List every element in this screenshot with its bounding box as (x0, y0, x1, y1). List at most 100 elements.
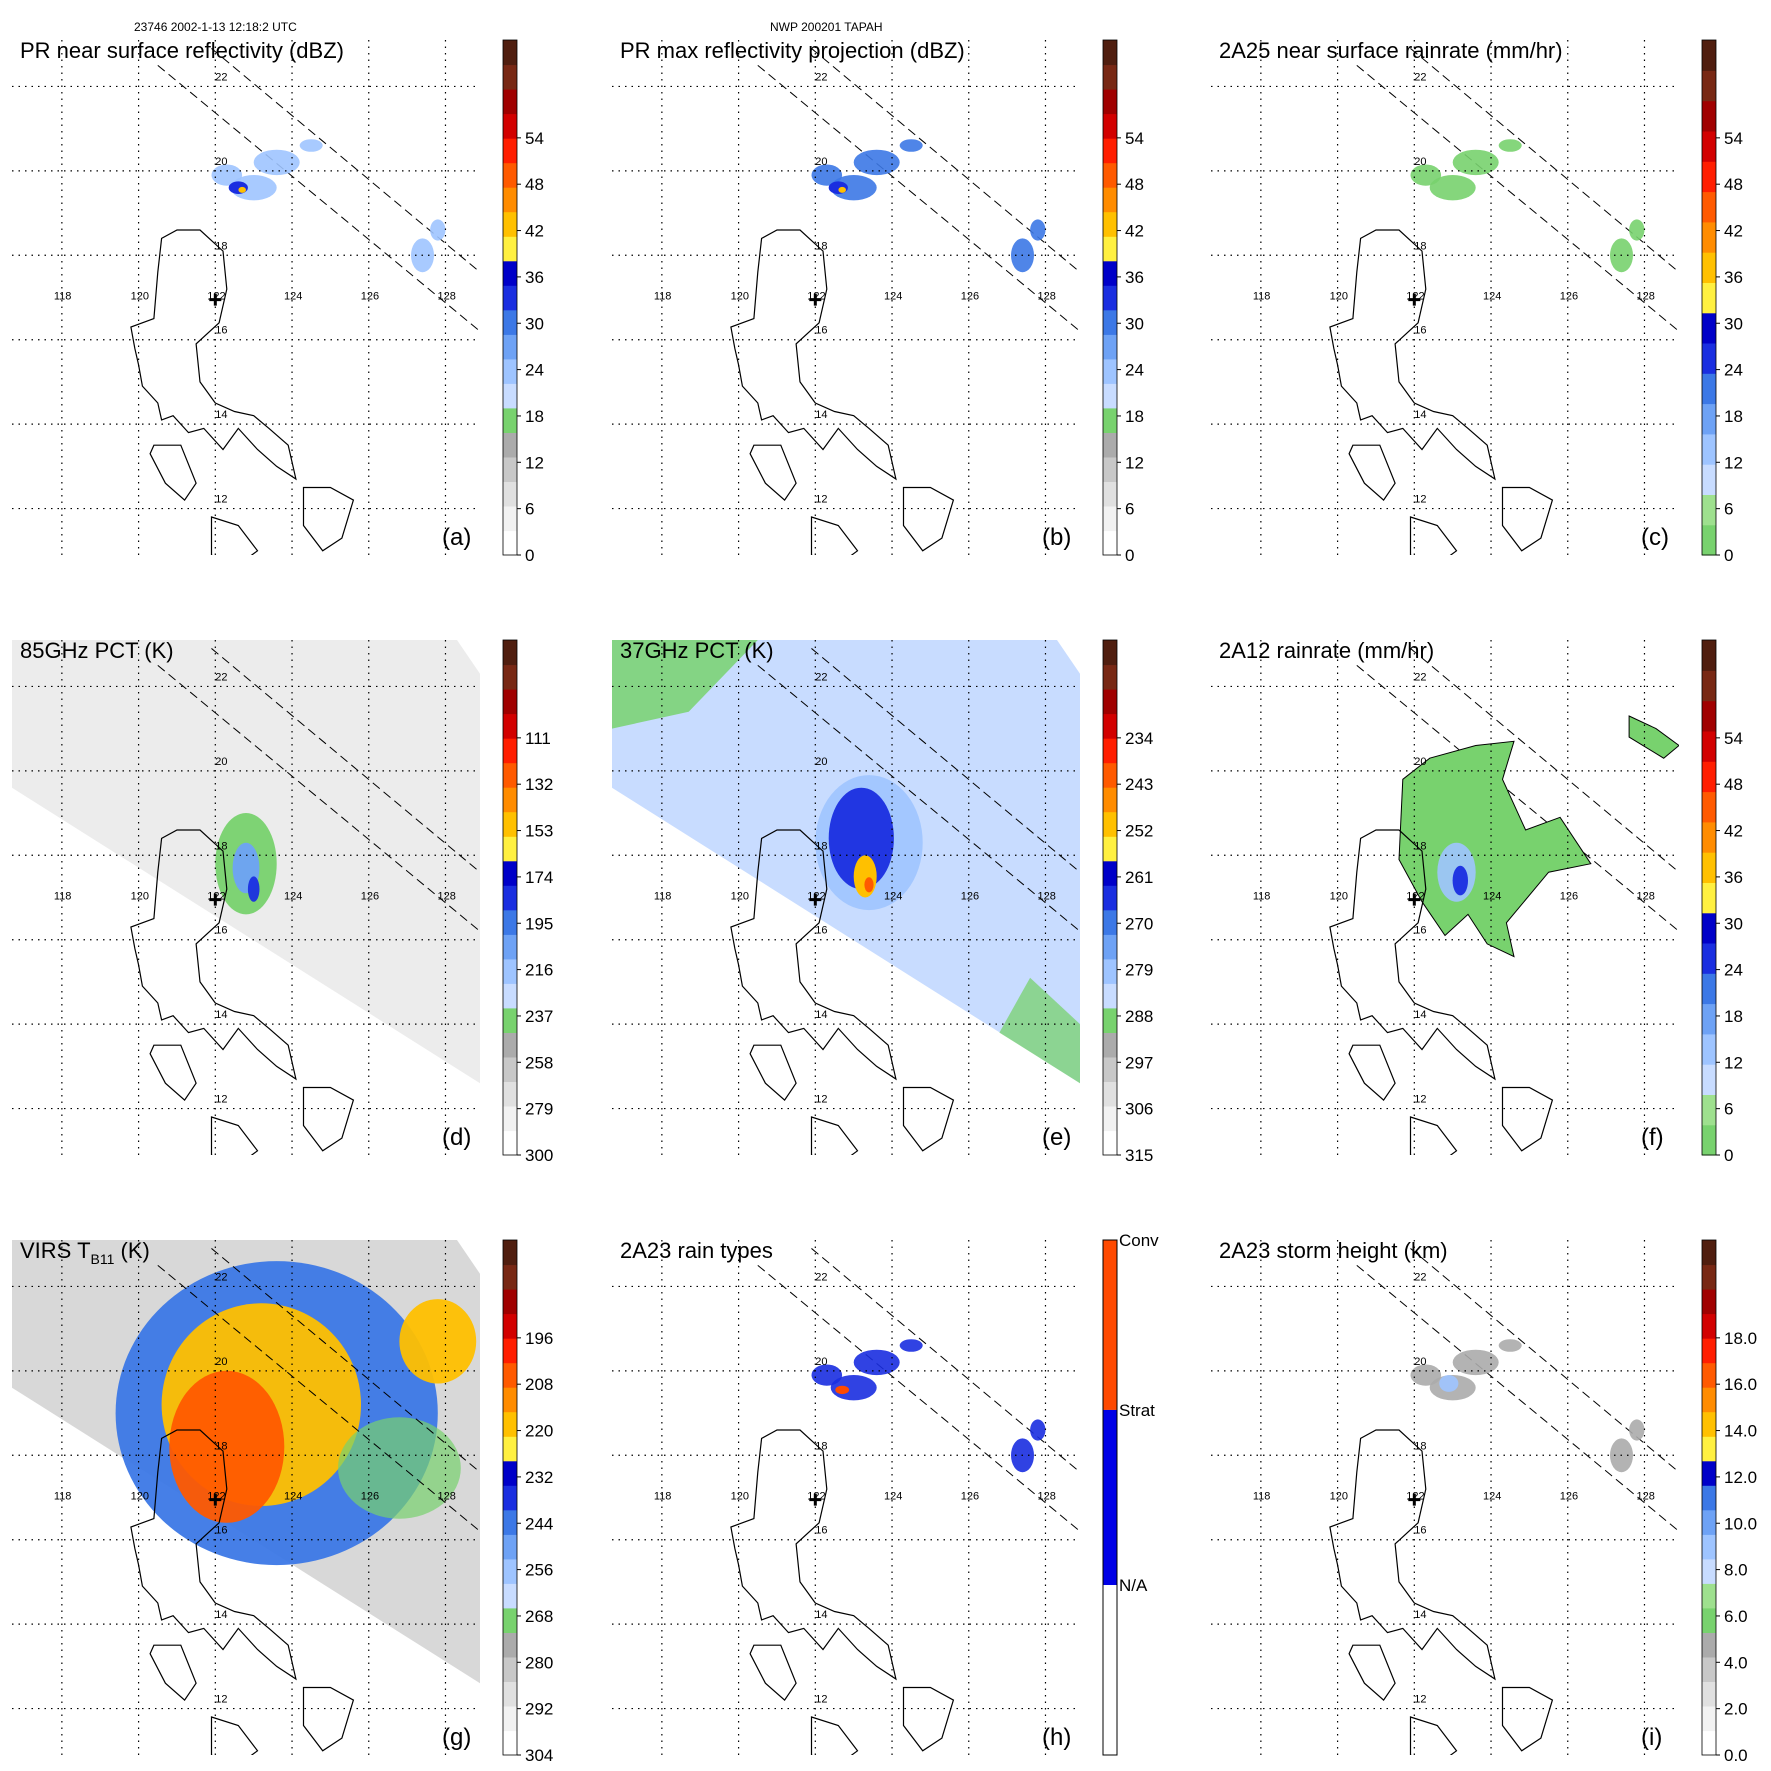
coastline-3 (810, 1116, 859, 1155)
panel-letter-a: (a) (442, 524, 471, 551)
rain-cell-2 (811, 1364, 843, 1386)
lat-label-3: 18 (815, 240, 827, 252)
coastline-2 (902, 1086, 955, 1152)
lat-label-4: 20 (1414, 1356, 1426, 1368)
colorbar-segment-12 (503, 836, 517, 862)
colorbar-label-1: 292 (525, 1700, 553, 1719)
colorbar-segment-8 (503, 1534, 517, 1560)
coastline-1 (149, 1644, 197, 1701)
colorbar-segment-16 (503, 738, 517, 764)
colorbar-segment-9 (1702, 1509, 1716, 1535)
colorbar-segment-12 (1702, 761, 1716, 793)
colorbar-label-6: 36 (1724, 868, 1743, 887)
coastline-3 (1409, 516, 1458, 555)
rain-cell-5 (1629, 1419, 1645, 1441)
coastline-0 (1329, 1429, 1496, 1681)
colorbar-label-8: 48 (1125, 175, 1144, 194)
coastline-3 (810, 516, 859, 555)
lat-label-2: 16 (1414, 1525, 1426, 1537)
lon-label-1: 120 (731, 291, 749, 303)
swath-edge-0 (157, 64, 480, 332)
colorbar-segment-6 (1702, 1583, 1716, 1609)
lat-label-4: 20 (815, 156, 827, 168)
colorbar-label-4: 256 (525, 1561, 553, 1580)
swath-edge-0 (1356, 64, 1679, 332)
lon-label-5: 128 (1636, 291, 1654, 303)
colorbar-segment-8 (1103, 934, 1117, 960)
colorbar-segment-9 (503, 1509, 517, 1535)
colorbar-segment-2 (1702, 1064, 1716, 1095)
colorbar-segment-15 (1702, 70, 1716, 102)
coastline-2 (1501, 1086, 1554, 1152)
colorbar-label-0: 0 (1724, 546, 1733, 565)
coastline-2 (302, 1686, 355, 1752)
colorbar-segment-1 (1702, 494, 1716, 526)
map-area-b: 121416182022118120122124126128 (612, 40, 1080, 555)
coastline-2 (302, 1086, 355, 1152)
rain-cell-2 (211, 164, 243, 186)
colorbar-label-5: 244 (525, 1514, 553, 1533)
colorbar-label-1: Strat (1119, 1401, 1155, 1420)
colorbar-segment-7 (1103, 358, 1117, 384)
orbit-time-label: 23746 2002-1-13 12:18:2 UTC (134, 20, 297, 34)
colorbar-segment-2 (1103, 1585, 1117, 1755)
lat-label-1: 14 (1414, 1009, 1426, 1021)
colorbar-segment-8 (1702, 1534, 1716, 1560)
colorbar-segment-15 (1702, 670, 1716, 702)
storm-center-marker (1408, 893, 1421, 906)
map-area-d: 121416182022118120122124126128 (12, 640, 480, 1155)
colorbar-label-4: 216 (525, 961, 553, 980)
colorbar-segment-15 (503, 762, 517, 788)
lat-label-4: 20 (815, 756, 827, 768)
colorbar-label-3: 6.0 (1724, 1607, 1748, 1626)
colorbar-segment-4 (1702, 1632, 1716, 1658)
coastline-2 (302, 486, 355, 552)
colorbar-segment-3 (1702, 433, 1716, 465)
colorbar-segment-6 (503, 983, 517, 1009)
coastline-3 (1409, 1716, 1458, 1755)
colorbar-label-6: 36 (525, 268, 544, 287)
colorbar-segment-4 (1702, 1003, 1716, 1035)
panel-c: 1214161820221181201221241261282A25 near … (1211, 38, 1743, 565)
storm-center-marker (809, 293, 822, 306)
colorbar-label-2: 280 (525, 1653, 553, 1672)
colorbar-segment-12 (1702, 1436, 1716, 1462)
colorbar-segment-6 (1702, 342, 1716, 374)
colorbar-label-3: 18 (1724, 407, 1743, 426)
colorbar-segment-9 (1103, 909, 1117, 935)
lat-label-1: 14 (215, 409, 227, 421)
colorbar-segment-10 (1702, 821, 1716, 853)
colorbar-frame (1102, 639, 1118, 1156)
swath-edge-0 (757, 64, 1080, 332)
colorbar-segment-5 (1103, 407, 1117, 433)
colorbar-segment-20 (1103, 40, 1117, 66)
panel-g: 121416182022118120122124126128VIRS TB11 … (12, 1238, 553, 1765)
lon-label-0: 118 (654, 891, 672, 903)
colorbar-segment-15 (1702, 1362, 1716, 1388)
lat-label-5: 22 (1414, 1271, 1426, 1283)
lat-label-3: 18 (1414, 1440, 1426, 1452)
colorbar-segment-7 (1702, 1558, 1716, 1584)
colorbar-segment-3 (1702, 1656, 1716, 1682)
lon-label-3: 124 (284, 1491, 302, 1503)
rain-cell-0 (830, 175, 877, 201)
colorbar-segment-19 (503, 64, 517, 90)
colorbar-segment-0 (503, 530, 517, 556)
colorbar-label-1: 6 (1125, 500, 1134, 519)
lon-label-1: 120 (131, 291, 149, 303)
peak-cell (238, 186, 246, 193)
colorbar-label-0: 315 (1125, 1146, 1153, 1165)
colorbar-segment-3 (503, 456, 517, 482)
colorbar-label-0: 0 (525, 546, 534, 565)
colorbar-segment-1 (1702, 1094, 1716, 1126)
colorbar-label-9: 54 (1724, 729, 1743, 748)
colorbar-label-8: 48 (1724, 775, 1743, 794)
colorbar-segment-20 (1103, 640, 1117, 666)
colorbar-segment-19 (503, 664, 517, 690)
lon-label-5: 128 (437, 1491, 455, 1503)
colorbar-segment-13 (1103, 211, 1117, 237)
colorbar-label-4: 24 (1125, 361, 1144, 380)
title-main: VIRS T (20, 1238, 91, 1263)
colorbar-frame (1102, 39, 1118, 556)
